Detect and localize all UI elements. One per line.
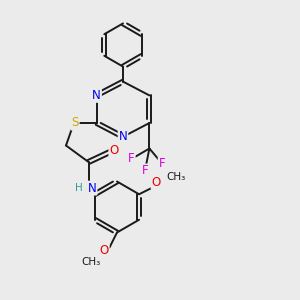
Text: O: O bbox=[100, 244, 109, 257]
Text: N: N bbox=[118, 130, 127, 143]
Text: O: O bbox=[152, 176, 161, 189]
Text: F: F bbox=[142, 164, 148, 178]
Text: O: O bbox=[110, 143, 118, 157]
Text: F: F bbox=[159, 157, 165, 170]
Text: N: N bbox=[88, 182, 97, 195]
Text: S: S bbox=[71, 116, 79, 130]
Text: F: F bbox=[128, 152, 135, 166]
Text: CH₃: CH₃ bbox=[82, 257, 101, 267]
Text: H: H bbox=[75, 183, 83, 193]
Text: N: N bbox=[92, 89, 101, 102]
Text: CH₃: CH₃ bbox=[166, 172, 185, 182]
